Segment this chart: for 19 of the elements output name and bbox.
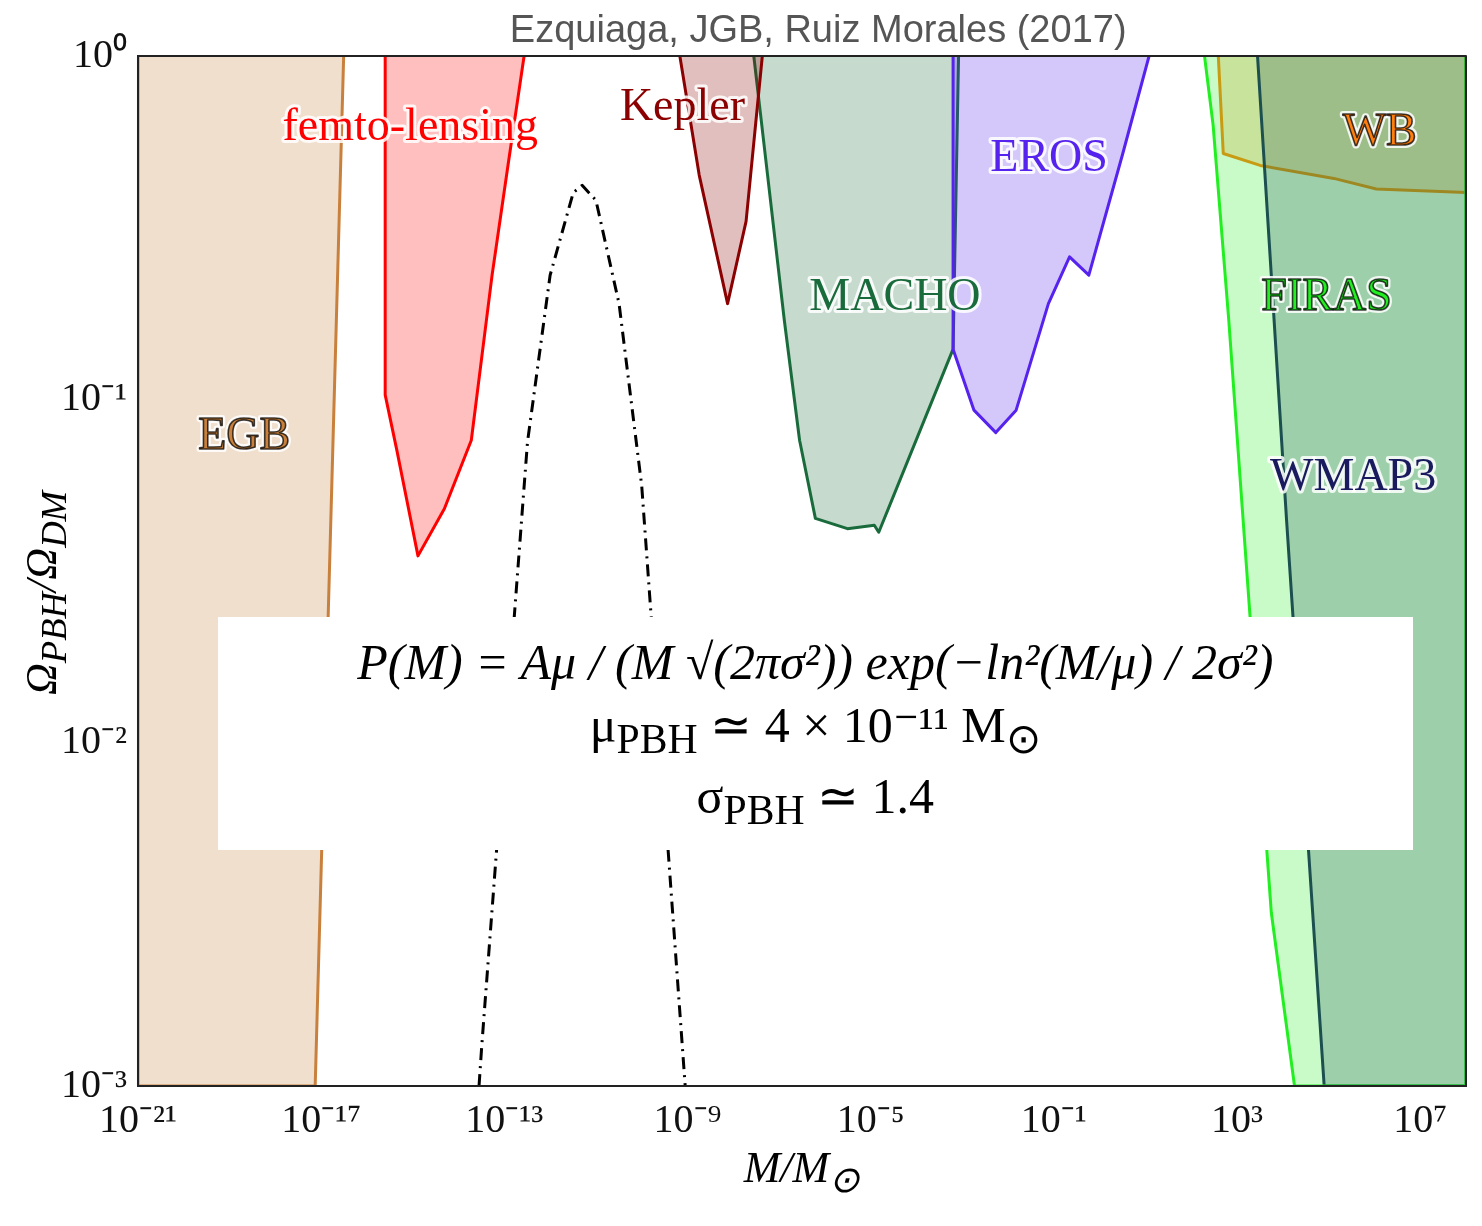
x-tick-label: 10⁻⁹ xyxy=(653,1095,722,1141)
formula-panel: P(M) = Aμ / (M √(2πσ²)) exp(−ln²(M/μ) / 2σ²) μ$_{PBH}$ ≃ 4 × 10⁻¹¹ M$_{⊙}$ σ$_{PBH}$ ≃ 1.4 xyxy=(217,617,1413,850)
series-label: WB xyxy=(1342,104,1417,156)
x-tick-label: 10³ xyxy=(1211,1095,1264,1141)
chart-title: Ezquiaga, JGB, Ruiz Morales (2017) xyxy=(509,8,1127,51)
annotation: P(M) = Aμ / (M √(2πσ²)) exp(−ln²(M/μ) / 2σ²) xyxy=(356,633,1275,693)
x-axis-title: M/M$_{⊙}$ xyxy=(743,1142,861,1201)
series-label: EROS xyxy=(990,130,1108,182)
annotation: μ$_{PBH}$ ≃ 4 × 10⁻¹¹ M$_{⊙}$ xyxy=(588,695,1042,764)
series-label: EGB xyxy=(198,408,291,460)
x-tick-label: 10⁻¹ xyxy=(1020,1095,1087,1141)
annotation: σ$_{PBH}$ ≃ 1.4 xyxy=(695,766,935,835)
y-tick-label: 10⁰ xyxy=(72,30,127,76)
x-tick-label: 10⁻⁵ xyxy=(836,1095,905,1141)
y-tick-label: 10⁻² xyxy=(60,717,127,763)
y-tick-label: 10⁻¹ xyxy=(60,373,127,419)
x-tick-label: 10⁻¹⁷ xyxy=(281,1095,362,1141)
x-tick-label: 10⁷ xyxy=(1393,1095,1448,1141)
x-tick-label: 10⁻¹³ xyxy=(465,1095,544,1141)
